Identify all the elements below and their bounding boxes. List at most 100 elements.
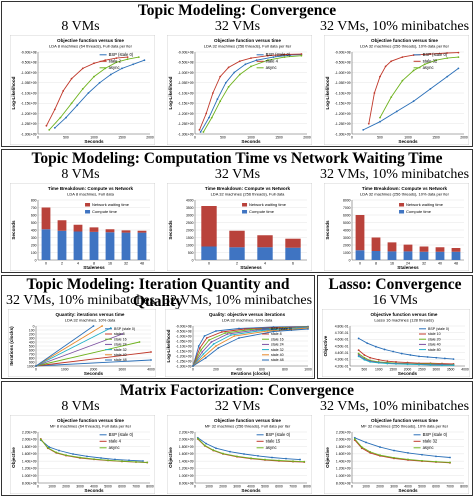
data-point — [395, 110, 398, 113]
data-point — [132, 63, 135, 66]
y-tick-label: 5000 — [343, 221, 351, 225]
series-line — [358, 338, 454, 360]
data-point — [72, 453, 74, 455]
x-tick-label: 32 — [124, 262, 128, 266]
y-tick-label: 8.00E+08 — [22, 481, 37, 485]
section-title: Topic Modeling: Computation Time vs Netw… — [31, 150, 443, 167]
data-point — [307, 328, 309, 330]
series-line — [197, 438, 305, 463]
data-point — [400, 352, 403, 355]
y-tick-label: 7000 — [343, 206, 351, 210]
y-tick-label: 8.00E+08 — [336, 481, 351, 485]
legend-label: stale 48 — [271, 358, 284, 362]
legend-label: stale 20 — [428, 337, 441, 341]
chart-panel — [167, 35, 312, 145]
legend-label: stale 15 — [266, 439, 281, 444]
data-point — [203, 444, 206, 447]
data-point — [407, 451, 409, 454]
legend-label: async — [109, 445, 120, 450]
data-point — [357, 354, 360, 356]
data-point — [197, 345, 200, 347]
y-tick-label: 1.40E+09 — [179, 459, 194, 463]
chart-title: Time Breakdown: Compute vs Network — [48, 186, 134, 191]
y-tick-label: 1.20E+09 — [336, 467, 351, 471]
y-tick-label: 1000 — [186, 243, 194, 247]
y-tick-label: -1.20E+09 — [176, 354, 192, 358]
data-point — [409, 354, 412, 356]
data-point — [238, 327, 240, 330]
data-point — [426, 356, 429, 358]
x-tick-label: 2000 — [376, 485, 384, 489]
bar-network — [121, 230, 131, 233]
y-tick-label: 1000 — [27, 364, 35, 368]
y-tick-label: 700 — [31, 206, 37, 210]
data-point — [229, 450, 231, 453]
bar-compute — [355, 250, 365, 260]
chart-subtitle: LDA 32 machines (256 threads), Full data — [211, 192, 286, 197]
x-tick-label: 500 — [362, 368, 368, 372]
data-point — [386, 362, 389, 365]
data-point — [212, 343, 215, 345]
data-point — [300, 54, 303, 57]
x-tick-label: 3500 — [447, 368, 455, 372]
data-point — [365, 441, 367, 444]
y-tick-label: 2000 — [343, 243, 351, 247]
data-point — [435, 455, 437, 458]
legend-label: BSP (stale 0) — [109, 432, 134, 437]
bar-network — [89, 227, 99, 232]
x-tick-label: 3000 — [233, 485, 241, 489]
chart-panel — [324, 183, 469, 271]
data-point — [379, 454, 381, 457]
data-point — [236, 455, 238, 458]
data-point — [205, 337, 208, 339]
chart-subtitle: LDA 32 machines, 10% data — [65, 318, 116, 323]
subtitle: 32 VMs, 10% minibatches — [5, 293, 156, 308]
data-point — [212, 92, 214, 94]
y-tick-label: 500 — [31, 221, 37, 225]
data-point — [202, 353, 205, 355]
data-point — [377, 358, 380, 361]
data-point — [379, 120, 381, 123]
data-point — [216, 98, 219, 101]
data-point — [255, 329, 258, 331]
data-point — [266, 330, 269, 332]
data-point — [45, 124, 48, 127]
y-tick-label: 800 — [31, 198, 37, 202]
subtitle: 16 VMs — [372, 293, 418, 308]
legend-label: stale 24 — [114, 343, 127, 347]
x-tick-label: 1000 — [90, 136, 98, 140]
data-point — [299, 458, 301, 461]
legend-label: BSP (stale 0) — [109, 52, 134, 57]
data-point — [205, 442, 208, 445]
data-point — [142, 460, 144, 462]
y-tick-label: 300 — [31, 236, 37, 240]
data-point — [250, 65, 252, 68]
y-tick-label: 4000 — [186, 198, 194, 202]
y-tick-label: -9.50E+08 — [178, 61, 194, 65]
y-axis-label: Log-Likelihood — [166, 329, 171, 362]
data-point — [421, 459, 423, 462]
chart-title: Time Breakdown: Compute vs Network — [205, 186, 291, 191]
y-tick-label: 4.20E-01 — [335, 364, 349, 368]
data-point — [412, 69, 415, 72]
legend-label: stale 32 — [423, 439, 438, 444]
data-point — [255, 59, 258, 62]
data-point — [227, 85, 230, 88]
legend-label: stale 48 — [114, 358, 127, 362]
x-axis-label: Seconds — [84, 371, 104, 376]
x-tick-label: 2000 — [460, 136, 468, 140]
legend-label: BSP (stale 0) — [423, 432, 448, 437]
data-point — [278, 459, 280, 462]
y-tick-label: -1.30E+09 — [21, 132, 37, 136]
data-point — [390, 96, 393, 98]
bar-compute — [451, 251, 461, 260]
bar-network — [387, 242, 397, 252]
y-tick-label: 0 — [35, 258, 37, 262]
series-line — [35, 325, 94, 367]
legend-label: BSP (stale 0) — [271, 327, 292, 331]
data-point — [109, 73, 112, 76]
data-point — [39, 438, 42, 441]
